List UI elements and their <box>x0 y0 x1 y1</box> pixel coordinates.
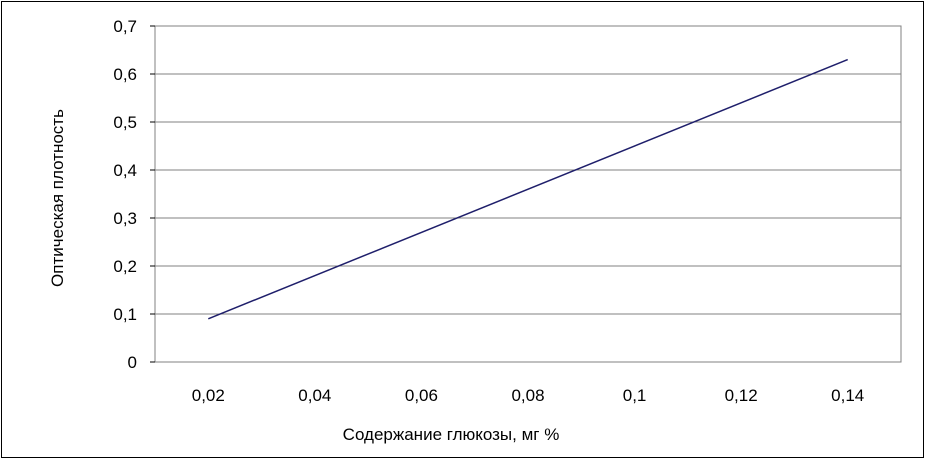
x-tick-label: 0,02 <box>192 386 225 405</box>
x-tick-label: 0,14 <box>831 386 864 405</box>
x-tick-label: 0,04 <box>298 386 331 405</box>
y-tick-label: 0,4 <box>113 161 137 180</box>
y-tick-label: 0,2 <box>113 257 137 276</box>
y-tick-label: 0,1 <box>113 305 137 324</box>
y-tick-label: 0,6 <box>113 65 137 84</box>
y-tick-label: 0 <box>128 353 137 372</box>
x-axis-ticks: 0,02 0,04 0,06 0,08 0,1 0,12 0,14 <box>192 386 865 405</box>
y-tick-label: 0,3 <box>113 209 137 228</box>
y-axis-ticks: 0 0,1 0,2 0,3 0,4 0,5 0,6 0,7 <box>113 17 155 372</box>
y-axis-title: Оптическая плотность <box>48 109 67 287</box>
series-line <box>208 58 848 320</box>
x-tick-label: 0,06 <box>405 386 438 405</box>
x-tick-label: 0,08 <box>511 386 544 405</box>
plot-area <box>154 25 902 363</box>
y-tick-label: 0,5 <box>113 113 137 132</box>
y-tick-label: 0,7 <box>113 17 137 36</box>
x-axis-title: Содержание глюкозы, мг % <box>343 425 560 444</box>
gridlines <box>155 73 901 315</box>
x-tick-label: 0,1 <box>623 386 647 405</box>
x-tick-label: 0,12 <box>725 386 758 405</box>
series-group <box>208 58 848 320</box>
